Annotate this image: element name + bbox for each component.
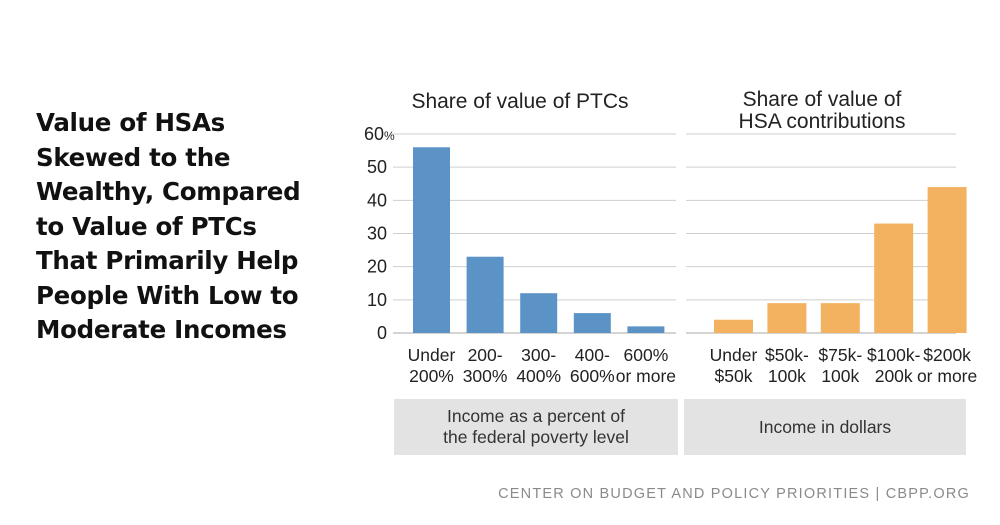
headline-line: Value of HSAs xyxy=(36,108,225,137)
headline-line: Skewed to the xyxy=(36,142,231,172)
hsa-bar xyxy=(714,319,753,333)
hsa-category-label: Under $50k xyxy=(710,345,758,386)
ptc-bar xyxy=(413,147,450,333)
y-tick-label: 60% xyxy=(364,124,395,144)
y-tick-label: 30 xyxy=(367,224,387,244)
hsa-bars xyxy=(714,187,967,333)
headline-line: Wealthy, Compared xyxy=(36,177,301,206)
ptc-category-label: 600% or more xyxy=(616,345,676,386)
headline-line: People With Low to xyxy=(36,280,299,310)
headline-line: to Value of PTCs xyxy=(36,211,257,241)
ptc-bars xyxy=(413,147,665,333)
source-credit: CENTER ON BUDGET AND POLICY PRIORITIES |… xyxy=(498,486,970,502)
hsa-category-label: $200k or more xyxy=(917,345,977,386)
chart-area: 0 10 20 30 40 50 60% Under 200%200-300%300-400%… xyxy=(364,88,978,386)
ptc-x-axis-label: Income as a percent of the federal povert… xyxy=(394,399,678,455)
y-tick-label: 40 xyxy=(367,190,387,210)
hsa-panel-title: Share of value of HSA contributions xyxy=(739,88,906,133)
hsa-category-labels: Under $50k$50k-100k$75k-100k$100k-200k$20… xyxy=(710,345,978,386)
ptc-category-label: 200-300% xyxy=(463,345,508,386)
hsa-bar xyxy=(927,187,967,333)
y-axis-tick-labels: 0 10 20 30 40 50 60% xyxy=(364,124,395,343)
hsa-category-label: $50k-100k xyxy=(765,345,809,386)
y-tick-label: 0 xyxy=(377,323,387,343)
ptc-panel-title: Share of value of PTCs xyxy=(411,90,628,113)
hsa-category-label: $75k-100k xyxy=(818,345,862,386)
ptc-category-label: 300-400% xyxy=(516,345,561,386)
hsa-bar xyxy=(874,223,914,333)
headline-line: Moderate Incomes xyxy=(36,315,287,344)
ptc-bar xyxy=(573,313,611,333)
hsa-category-label: $100k-200k xyxy=(867,345,921,386)
hsa-bar xyxy=(820,303,860,333)
ptc-category-label: 400-600% xyxy=(570,345,615,386)
y-tick-label: 50 xyxy=(367,157,387,177)
y-tick-label: 20 xyxy=(367,257,387,277)
ptc-bar xyxy=(520,293,558,333)
hsa-x-axis-label: Income in dollars xyxy=(684,399,966,455)
headline-line: That Primarily Help xyxy=(36,246,299,275)
ptc-category-labels: Under 200%200-300%300-400%400-600%600% or … xyxy=(408,345,676,386)
y-tick-unit: % xyxy=(384,129,395,143)
hsa-bar xyxy=(767,303,807,333)
ptc-category-label: Under 200% xyxy=(408,345,456,386)
ptc-bar xyxy=(627,326,665,333)
chart-headline: Value of HSAs Skewed to the Wealthy, Compa… xyxy=(36,106,356,348)
y-tick-label: 10 xyxy=(367,290,387,310)
ptc-bar xyxy=(466,256,504,333)
